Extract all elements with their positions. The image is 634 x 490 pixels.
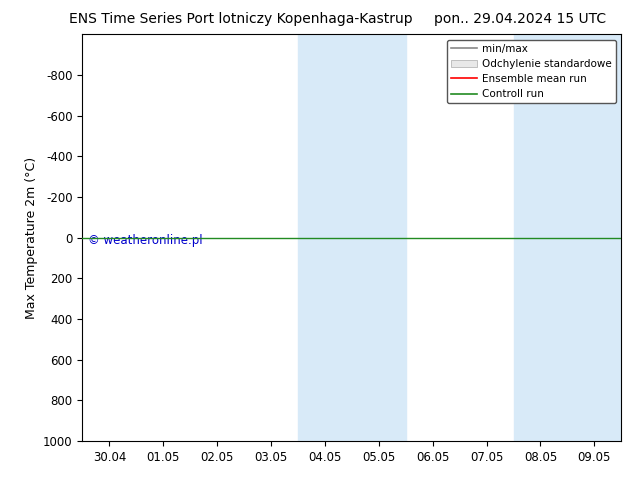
Y-axis label: Max Temperature 2m (°C): Max Temperature 2m (°C) xyxy=(25,157,37,318)
Text: ENS Time Series Port lotniczy Kopenhaga-Kastrup: ENS Time Series Port lotniczy Kopenhaga-… xyxy=(69,12,413,26)
Bar xyxy=(514,34,621,441)
Text: pon.. 29.04.2024 15 UTC: pon.. 29.04.2024 15 UTC xyxy=(434,12,606,26)
Text: © weatheronline.pl: © weatheronline.pl xyxy=(87,234,202,246)
Legend: min/max, Odchylenie standardowe, Ensemble mean run, Controll run: min/max, Odchylenie standardowe, Ensembl… xyxy=(447,40,616,103)
Bar xyxy=(298,34,406,441)
